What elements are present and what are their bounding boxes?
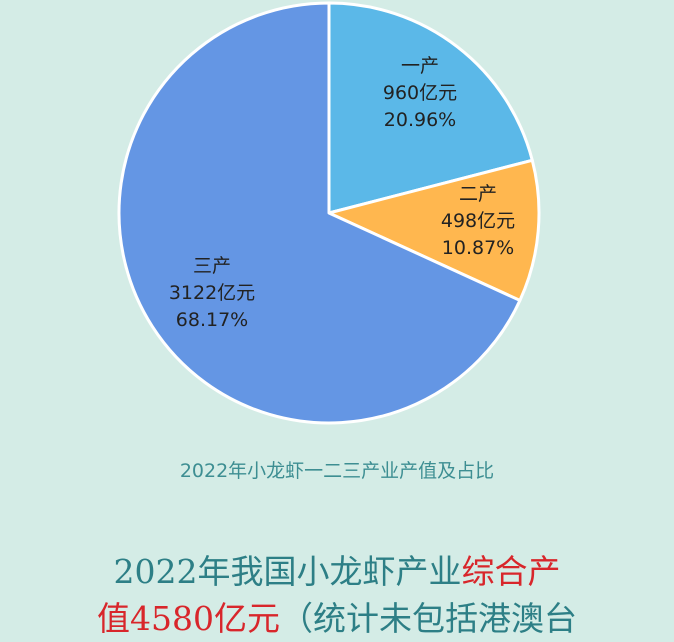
slice-label-name-3: 三产 — [193, 255, 231, 277]
pie-chart: 一产 960亿元 20.96% 二产 498亿元 10.87% 三产 3122亿元 68.17% — [117, 1, 541, 425]
slice-label-name-2: 二产 — [459, 183, 497, 205]
headline-line-2-red: 值4580亿元 — [97, 599, 280, 638]
slice-label-value-1: 960亿元 — [383, 82, 457, 104]
pie-slice-2 — [327, 158, 541, 302]
slice-label-percent-1: 20.96% — [384, 109, 456, 131]
slice-label-name-1: 一产 — [401, 55, 439, 77]
slice-label-value-2: 498亿元 — [441, 210, 515, 232]
headline-line-1-red: 综合产 — [461, 552, 561, 591]
headline-line-2-teal: （统计未包括港澳台 — [279, 599, 577, 638]
headline-line-2: 值4580亿元（统计未包括港澳台 — [0, 592, 674, 640]
headline-line-1: 2022年我国小龙虾产业综合产 — [0, 545, 674, 593]
headline-line-1-teal: 2022年我国小龙虾产业 — [113, 552, 462, 591]
pie-slice-1 — [327, 1, 534, 215]
slice-label-value-3: 3122亿元 — [169, 282, 255, 304]
pie-slice-3 — [117, 1, 522, 425]
slice-label-percent-3: 68.17% — [176, 309, 248, 331]
slice-label-percent-2: 10.87% — [442, 237, 514, 259]
chart-title: 2022年小龙虾一二三产业产值及占比 — [179, 460, 495, 482]
